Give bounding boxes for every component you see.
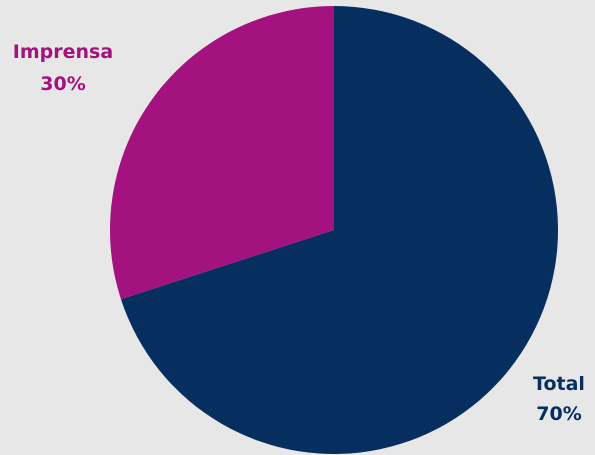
slice-label-imprensa: Imprensa [13,41,113,63]
slice-percent-total: 70% [536,403,581,425]
pie-slice-total [120,6,558,454]
pie-slices [109,6,558,454]
slice-label-total: Total [533,373,585,395]
slice-percent-imprensa: 30% [40,73,85,95]
pie-slice-imprensa [109,6,334,300]
pie-labels: Imprensa 30% Total 70% [13,41,585,425]
